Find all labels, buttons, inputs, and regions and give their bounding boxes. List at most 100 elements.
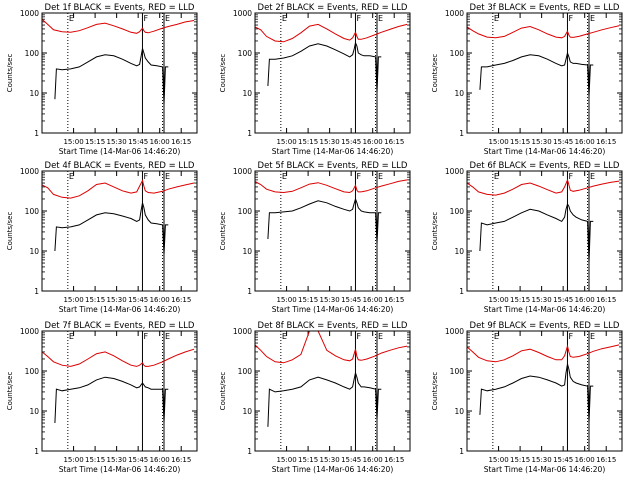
- x-tick-label: 15:15: [298, 296, 318, 304]
- y-axis-label: Counts/sec: [219, 212, 227, 251]
- marker-label: E: [590, 172, 595, 181]
- x-tick-label: 15:00: [63, 456, 83, 464]
- x-tick-label: 15:45: [341, 138, 361, 146]
- y-tick-label: 100: [238, 207, 253, 216]
- y-axis-label: Counts/sec: [6, 372, 14, 411]
- marker-label: E: [378, 14, 383, 23]
- marker-label: F: [143, 172, 148, 181]
- panel-title: Det 8f BLACK = Events, RED = LLD: [258, 321, 408, 331]
- x-tick-label: 16:15: [171, 456, 191, 464]
- x-tick-label: 16:15: [384, 296, 404, 304]
- x-axis-label: Start Time (14-Mar-06 14:46:20): [272, 305, 394, 314]
- panel-8: Det 8f BLACK = Events, RED = LLD Counts/s…: [219, 321, 411, 474]
- x-tick-label: 15:00: [276, 296, 296, 304]
- y-tick-label: 10: [242, 247, 252, 256]
- y-tick-label: 1000: [20, 9, 39, 18]
- x-tick-label: 16:15: [596, 296, 616, 304]
- x-tick-label: 15:30: [107, 456, 127, 464]
- plot-frame: [466, 12, 623, 134]
- series-lld-line: [41, 348, 195, 367]
- y-tick-label: 1: [247, 287, 252, 296]
- x-tick-label: 15:15: [510, 456, 530, 464]
- panel-title: Det 1f BLACK = Events, RED = LLD: [45, 3, 195, 13]
- y-tick-label: 1: [459, 447, 464, 456]
- y-axis-label: Counts/sec: [431, 54, 439, 93]
- x-tick-label: 15:15: [298, 138, 318, 146]
- plot-frame: [466, 330, 623, 452]
- panel-5: Det 5f BLACK = Events, RED = LLD Counts/s…: [219, 161, 411, 314]
- marker-label: E: [165, 172, 170, 181]
- series-events-line: [267, 197, 382, 245]
- series-lld-line: [254, 179, 408, 194]
- x-tick-label: 16:00: [150, 296, 170, 304]
- marker-label: E: [165, 332, 170, 341]
- y-tick-label: 100: [25, 207, 40, 216]
- series-lld-line: [466, 178, 620, 196]
- y-tick-label: 100: [238, 367, 253, 376]
- y-axis-label: Counts/sec: [219, 372, 227, 411]
- x-axis-label: Start Time (14-Mar-06 14:46:20): [484, 305, 606, 314]
- marker-label: F: [356, 172, 361, 181]
- series-events-line: [479, 363, 594, 424]
- x-axis-label: Start Time (14-Mar-06 14:46:20): [484, 465, 606, 474]
- x-tick-label: 15:00: [488, 296, 508, 304]
- y-tick-label: 10: [29, 247, 39, 256]
- y-tick-label: 1: [459, 129, 464, 138]
- series-lld-line: [254, 23, 408, 43]
- marker-label: F: [568, 332, 573, 341]
- x-tick-label: 15:00: [488, 456, 508, 464]
- series-lld-line: [41, 179, 195, 199]
- x-tick-label: 15:30: [320, 296, 340, 304]
- x-tick-label: 15:00: [63, 138, 83, 146]
- marker-label: F: [143, 332, 148, 341]
- series-events-line: [54, 48, 169, 106]
- x-tick-label: 15:45: [553, 296, 573, 304]
- x-tick-label: 15:30: [532, 296, 552, 304]
- marker-label: E: [494, 332, 499, 341]
- panel-2: Det 2f BLACK = Events, RED = LLD Counts/s…: [219, 3, 411, 156]
- y-tick-label: 10: [242, 407, 252, 416]
- x-tick-label: 15:45: [128, 296, 148, 304]
- series-events-line: [479, 202, 594, 264]
- x-tick-label: 16:00: [575, 456, 595, 464]
- x-tick-label: 15:45: [553, 138, 573, 146]
- x-tick-label: 15:30: [320, 456, 340, 464]
- x-axis-label: Start Time (14-Mar-06 14:46:20): [272, 465, 394, 474]
- x-tick-label: 16:15: [171, 296, 191, 304]
- y-tick-label: 1000: [445, 167, 464, 176]
- x-tick-label: 16:00: [150, 138, 170, 146]
- panel-1: Det 1f BLACK = Events, RED = LLD Counts/s…: [6, 3, 198, 156]
- x-axis-label: Start Time (14-Mar-06 14:46:20): [59, 305, 181, 314]
- x-tick-label: 16:00: [363, 296, 383, 304]
- panel-7: Det 7f BLACK = Events, RED = LLD Counts/s…: [6, 321, 198, 474]
- y-tick-label: 1000: [233, 327, 252, 336]
- x-tick-label: 15:30: [532, 456, 552, 464]
- y-axis-label: Counts/sec: [219, 54, 227, 93]
- y-tick-label: 1000: [445, 327, 464, 336]
- panel-title: Det 7f BLACK = Events, RED = LLD: [45, 321, 195, 331]
- series-events-line: [54, 202, 169, 255]
- marker-label: F: [356, 332, 361, 341]
- marker-label: E: [69, 14, 74, 23]
- x-tick-label: 16:15: [596, 456, 616, 464]
- plot-frame: [41, 170, 198, 292]
- marker-label: E: [69, 172, 74, 181]
- marker-label: E: [590, 14, 595, 23]
- plot-frame: [254, 12, 411, 134]
- plot-frame: [41, 12, 198, 134]
- series-events-line: [267, 370, 382, 427]
- x-tick-label: 15:15: [85, 296, 105, 304]
- x-tick-label: 15:00: [63, 296, 83, 304]
- marker-label: E: [282, 172, 287, 181]
- x-tick-label: 15:15: [298, 456, 318, 464]
- x-tick-label: 16:00: [575, 138, 595, 146]
- x-tick-label: 15:15: [85, 456, 105, 464]
- plot-frame: [254, 330, 411, 452]
- y-tick-label: 100: [25, 367, 40, 376]
- y-tick-label: 1: [34, 287, 39, 296]
- y-tick-label: 1: [459, 287, 464, 296]
- y-axis-label: Counts/sec: [6, 54, 14, 93]
- series-lld-line: [41, 18, 195, 34]
- x-tick-label: 15:45: [128, 456, 148, 464]
- marker-label: F: [568, 172, 573, 181]
